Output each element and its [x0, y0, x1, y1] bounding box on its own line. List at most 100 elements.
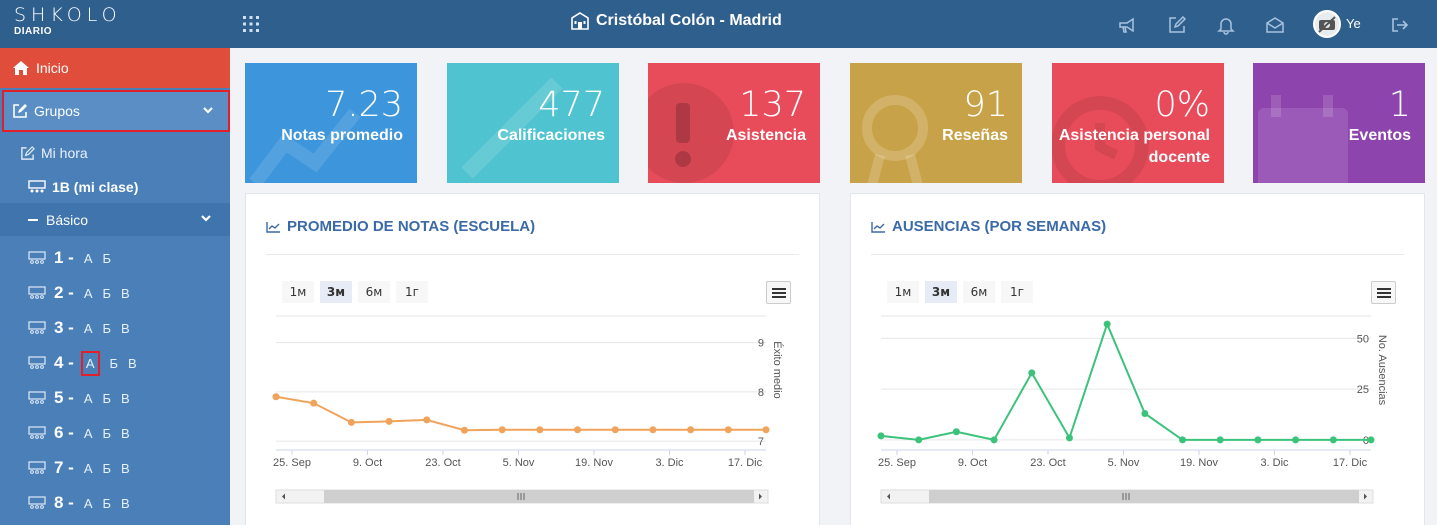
megaphone-icon[interactable]	[1117, 15, 1137, 35]
data-point[interactable]	[1103, 320, 1111, 328]
range-1m-button[interactable]: 1м	[282, 281, 314, 303]
data-point[interactable]	[574, 426, 582, 434]
data-point[interactable]	[877, 432, 885, 440]
data-point[interactable]	[460, 426, 468, 434]
user-name[interactable]: Ye	[1346, 16, 1361, 31]
data-point[interactable]	[1065, 434, 1073, 442]
sidebar-item-grupos[interactable]: Grupos	[2, 90, 230, 132]
grade-section-link[interactable]: Б	[102, 285, 112, 301]
bell-icon[interactable]	[1216, 15, 1236, 35]
data-point[interactable]	[724, 426, 732, 434]
edit-icon	[13, 104, 27, 118]
chart-menu-button[interactable]	[1371, 281, 1396, 304]
grade-section-link[interactable]: А	[83, 460, 93, 476]
range-6m-button[interactable]: 6м	[963, 281, 995, 303]
stat-card-calificaciones[interactable]: 477 Calificaciones	[447, 63, 619, 183]
stat-value: 137	[739, 85, 806, 125]
scroll-right-icon[interactable]	[759, 493, 762, 500]
scroll-right-icon[interactable]	[1364, 493, 1367, 500]
data-point[interactable]	[347, 418, 355, 426]
navigator-scrollbar[interactable]	[275, 489, 769, 504]
grade-section-link[interactable]: В	[121, 495, 130, 511]
range-1y-button[interactable]: 1г	[396, 281, 428, 303]
classroom-icon	[28, 461, 46, 474]
data-point[interactable]	[1367, 436, 1375, 444]
data-point[interactable]	[1141, 409, 1149, 417]
data-point[interactable]	[310, 399, 318, 407]
data-point[interactable]	[1028, 369, 1036, 377]
stat-card-notas-promedio[interactable]: 7.23 Notas promedio	[245, 63, 417, 183]
edit-icon[interactable]	[1167, 15, 1187, 35]
grade-section-link[interactable]: Б	[102, 390, 112, 406]
data-point[interactable]	[1254, 436, 1262, 444]
data-point[interactable]	[990, 436, 998, 444]
chart-menu-button[interactable]	[766, 281, 791, 304]
stat-card-resenas[interactable]: 91 Reseñas	[850, 63, 1022, 183]
range-1m-button[interactable]: 1м	[887, 281, 919, 303]
grade-section-link[interactable]: Б	[109, 355, 119, 371]
navigator-scrollbar[interactable]	[880, 489, 1374, 504]
data-point[interactable]	[385, 417, 393, 425]
sidebar-item-mi-clase[interactable]: 1B (mi clase)	[0, 170, 230, 204]
x-tick-label: 23. Oct	[425, 457, 460, 469]
range-1y-button[interactable]: 1г	[1001, 281, 1033, 303]
grade-section-link[interactable]: Б	[102, 250, 112, 266]
data-point[interactable]	[498, 426, 506, 434]
grade-section-link[interactable]: В	[121, 320, 130, 336]
scroll-left-icon[interactable]	[887, 493, 890, 500]
grade-section-link[interactable]: В	[121, 425, 130, 441]
classroom-icon	[28, 496, 46, 509]
grade-section-link[interactable]: Б	[102, 320, 112, 336]
grade-section-link[interactable]: А	[83, 285, 93, 301]
grade-section-link[interactable]: А	[80, 350, 100, 376]
grade-section-link[interactable]: А	[83, 390, 93, 406]
data-point[interactable]	[915, 436, 923, 444]
data-point[interactable]	[1179, 436, 1187, 444]
grade-section-link[interactable]: В	[121, 390, 130, 406]
logout-icon[interactable]	[1390, 15, 1410, 35]
data-point[interactable]	[423, 416, 431, 424]
grade-section-link[interactable]: А	[83, 495, 93, 511]
grade-section-link[interactable]: В	[121, 460, 130, 476]
stat-card-eventos[interactable]: 1 Eventos	[1253, 63, 1425, 183]
data-point[interactable]	[687, 426, 695, 434]
grade-section-link[interactable]: Б	[102, 495, 112, 511]
grade-section-link[interactable]: Б	[102, 425, 112, 441]
range-3m-button[interactable]: 3м	[320, 281, 352, 303]
scroll-left-icon[interactable]	[282, 493, 285, 500]
envelope-icon[interactable]	[1265, 15, 1285, 35]
stat-card-asistencia[interactable]: 137 Asistencia	[648, 63, 820, 183]
grade-section-link[interactable]: А	[83, 320, 93, 336]
avatar[interactable]	[1313, 10, 1341, 38]
data-point[interactable]	[611, 426, 619, 434]
data-point[interactable]	[272, 393, 280, 401]
grade-section-link[interactable]: В	[128, 355, 137, 371]
sidebar-item-basico[interactable]: Básico	[0, 203, 230, 236]
grade-section-link[interactable]: В	[121, 285, 130, 301]
sidebar-item-mi-hora[interactable]: Mi hora	[0, 136, 230, 170]
grade-section-link[interactable]: А	[83, 250, 93, 266]
data-point[interactable]	[762, 426, 770, 434]
data-point[interactable]	[536, 426, 544, 434]
range-6m-button[interactable]: 6м	[358, 281, 390, 303]
sidebar-item-inicio[interactable]: Inicio	[0, 48, 230, 88]
range-3m-button[interactable]: 3м	[925, 281, 957, 303]
apps-grid-icon[interactable]	[242, 15, 260, 33]
stat-card-asistencia-personal[interactable]: 0% Asistencia personal docente	[1052, 63, 1224, 183]
data-point[interactable]	[952, 428, 960, 436]
grade-section-link[interactable]: Б	[102, 460, 112, 476]
data-point[interactable]	[1216, 436, 1224, 444]
brand-logo[interactable]: SHKOLO DIARIO	[14, 6, 214, 38]
data-point[interactable]	[1329, 436, 1337, 444]
grade-section-link[interactable]: А	[83, 425, 93, 441]
data-point[interactable]	[1292, 436, 1300, 444]
data-point[interactable]	[649, 426, 657, 434]
